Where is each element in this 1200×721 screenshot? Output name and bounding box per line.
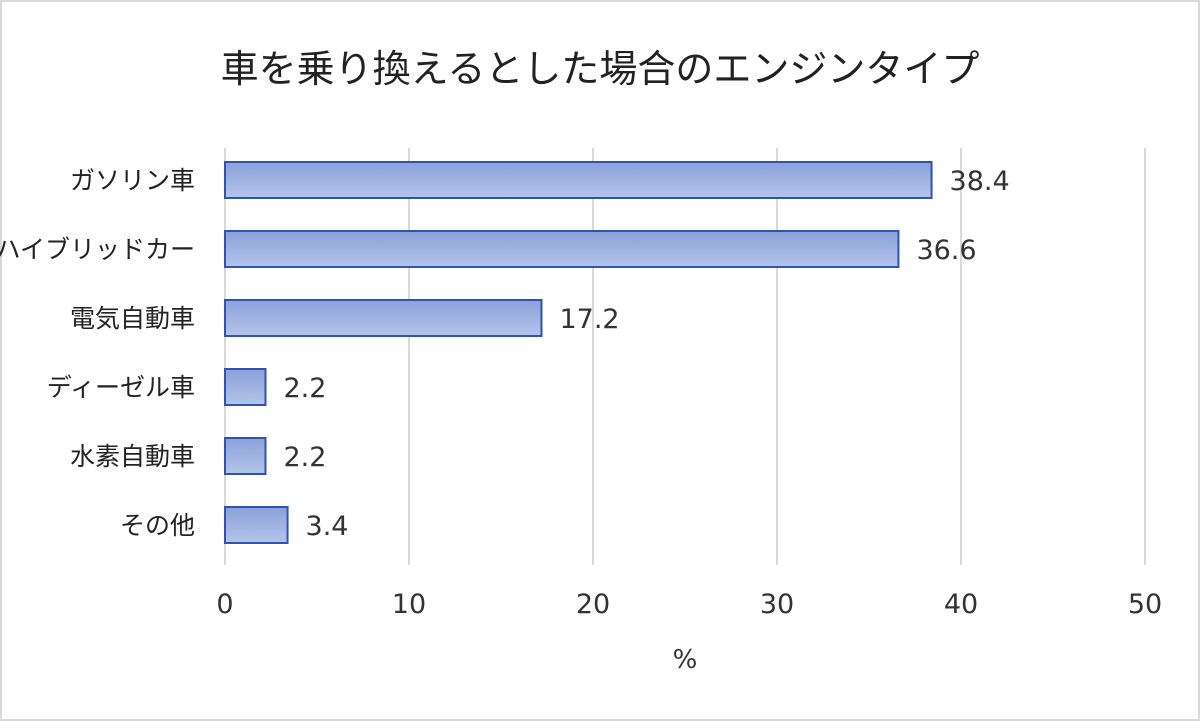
x-tick-label-20: 20 — [576, 589, 610, 620]
bar-2 — [224, 230, 900, 268]
data-label-1: 38.4 — [950, 166, 1010, 197]
gridlines — [224, 148, 1146, 565]
x-tick-label-30: 30 — [760, 589, 794, 620]
x-tick-label-0: 0 — [216, 589, 233, 620]
bar-6 — [224, 506, 289, 544]
x-tick-label-40: 40 — [944, 589, 978, 620]
bar-5 — [224, 437, 267, 475]
bar-1 — [224, 161, 933, 199]
bar-4 — [224, 368, 267, 406]
x-tick-label-50: 50 — [1128, 589, 1162, 620]
data-label-3: 17.2 — [559, 304, 619, 335]
data-label-6: 3.4 — [306, 511, 349, 542]
data-label-2: 36.6 — [916, 235, 976, 266]
chart-title: 車を乗り換えるとした場合のエンジンタイプ — [220, 47, 980, 91]
data-label-5: 2.2 — [283, 442, 326, 473]
category-label-2: ハイブリッドカー — [0, 235, 195, 264]
bar-3 — [224, 299, 543, 337]
bars — [224, 161, 933, 544]
category-label-4: ディーゼル車 — [47, 373, 195, 402]
category-label-5: 水素自動車 — [70, 442, 195, 471]
category-label-6: その他 — [120, 511, 195, 540]
labels: 0 10 20 30 40 50 ガソリン車 38.4 ハイブリッドカー 36.6 電気自動車 17.… — [0, 166, 1162, 675]
category-label-1: ガソリン車 — [70, 166, 195, 195]
data-label-4: 2.2 — [283, 373, 326, 404]
category-label-3: 電気自動車 — [70, 304, 195, 333]
x-tick-label-10: 10 — [392, 589, 426, 620]
x-axis-title: % — [673, 645, 698, 675]
